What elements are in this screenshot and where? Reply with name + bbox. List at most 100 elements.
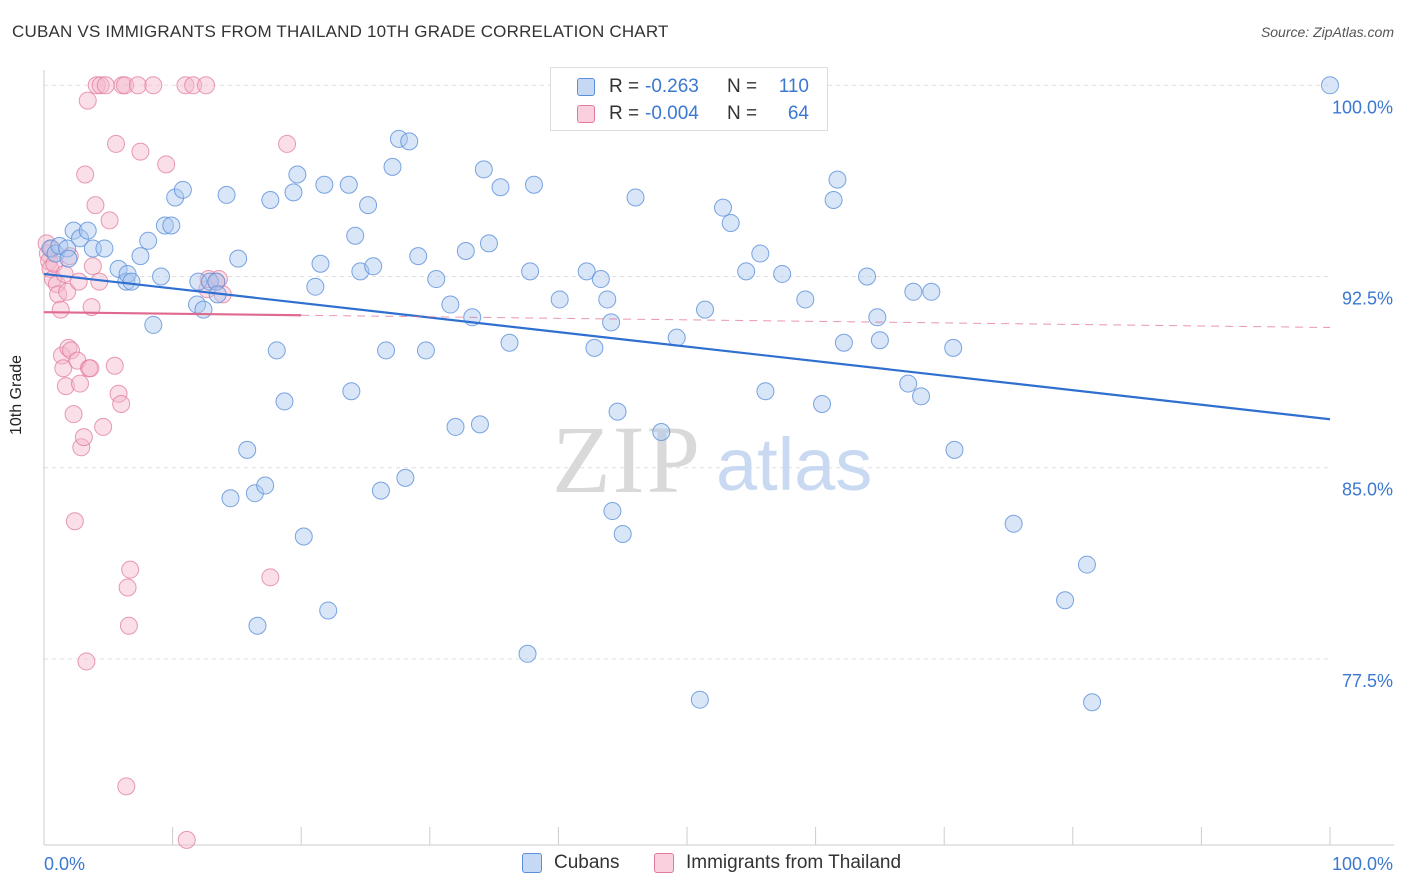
watermark: ZIP atlas <box>552 406 872 513</box>
cuban-point <box>359 196 378 215</box>
legend-label-thai: Immigrants from Thailand <box>686 852 902 873</box>
grid-lines <box>44 84 1330 660</box>
cuban-point <box>238 440 257 459</box>
cuban-point <box>1077 555 1096 574</box>
r-label: R = <box>609 76 640 97</box>
cuban-point <box>371 481 390 500</box>
cubans-legend-swatch <box>522 853 542 873</box>
cuban-point <box>773 264 792 283</box>
cuban-point <box>78 221 97 240</box>
cuban-point <box>500 333 519 352</box>
cuban-point <box>95 239 114 258</box>
cuban-point <box>577 262 596 281</box>
thai-point <box>83 257 102 276</box>
cuban-point <box>834 333 853 352</box>
cuban-point <box>603 502 622 521</box>
thai-point <box>74 428 93 447</box>
thai-trend-line-dashed <box>301 314 1331 328</box>
thai-point <box>59 338 78 357</box>
cuban-point <box>550 290 569 309</box>
thai-point <box>72 438 91 457</box>
cuban-point <box>396 468 415 487</box>
cuban-point <box>441 295 460 314</box>
legend-item-thai: Immigrants from Thailand <box>654 852 901 874</box>
thai-point <box>117 777 136 796</box>
thai-point <box>71 374 90 393</box>
cuban-point <box>591 270 610 289</box>
thai-point <box>94 417 113 436</box>
n-label: N = <box>727 103 758 124</box>
cuban-point <box>474 160 493 179</box>
cuban-point <box>1083 693 1102 712</box>
cuban-point <box>315 175 334 194</box>
cuban-point <box>427 270 446 289</box>
cuban-point <box>409 247 428 266</box>
r-value: -0.263 <box>645 76 699 97</box>
cuban-point <box>737 262 756 281</box>
thai-point <box>157 155 176 174</box>
cuban-point <box>339 175 358 194</box>
cuban-point <box>868 308 887 327</box>
thai-point <box>54 359 73 378</box>
cuban-point <box>813 394 832 413</box>
n-label: N = <box>727 76 758 97</box>
thai-point <box>144 76 163 95</box>
cuban-point <box>626 188 645 207</box>
cuban-point <box>416 341 435 360</box>
cuban-point <box>922 282 941 301</box>
cuban-point <box>64 221 83 240</box>
thai-point <box>81 359 100 378</box>
cuban-point <box>524 175 543 194</box>
cuban-point <box>221 489 240 508</box>
cuban-point <box>714 198 733 217</box>
thai-trend-line-solid <box>43 311 302 317</box>
thai-point <box>121 560 140 579</box>
cuban-point <box>217 185 236 204</box>
y-tick-label: 92.5% <box>1342 288 1393 308</box>
cuban-point <box>470 415 489 434</box>
cuban-point <box>139 231 158 250</box>
y-tick-label: 77.5% <box>1342 671 1393 691</box>
cuban-point <box>446 417 465 436</box>
cuban-point <box>248 616 267 635</box>
thai-point <box>62 341 81 360</box>
y-tick-label: 85.0% <box>1342 480 1393 500</box>
cuban-point <box>288 165 307 184</box>
thai-point <box>82 298 101 317</box>
cuban-point <box>756 382 775 401</box>
cuban-point <box>346 226 365 245</box>
thai-point <box>56 377 75 396</box>
thai-point <box>91 76 110 95</box>
cuban-point <box>311 254 330 273</box>
cuban-point <box>155 216 174 235</box>
watermark-atlas: atlas <box>716 423 872 506</box>
cuban-point <box>652 423 671 442</box>
cuban-point <box>613 524 632 543</box>
cuban-point <box>585 338 604 357</box>
legend-row-thai: R = -0.004 N = 64 <box>577 102 809 126</box>
thai-point <box>131 142 150 161</box>
cuban-point <box>389 129 408 148</box>
cuban-point <box>162 216 181 235</box>
trend-lines <box>43 272 1331 421</box>
x-tick-label: 0.0% <box>44 854 85 874</box>
cuban-point <box>904 282 923 301</box>
cuban-point <box>1056 591 1075 610</box>
cuban-point <box>284 183 303 202</box>
thai-legend-swatch <box>654 853 674 873</box>
thai-point <box>86 196 105 215</box>
cuban-point <box>751 244 770 263</box>
thai-point <box>65 512 84 531</box>
cuban-point <box>518 644 537 663</box>
cuban-point <box>319 601 338 620</box>
cuban-points <box>41 76 1339 712</box>
cuban-point <box>122 272 141 291</box>
thai-swatch <box>577 105 595 123</box>
thai-point <box>78 91 97 110</box>
cubans-trend-line <box>43 272 1331 421</box>
cuban-point <box>306 277 325 296</box>
cuban-point <box>152 267 171 286</box>
cuban-point <box>383 157 402 176</box>
cuban-point <box>858 267 877 286</box>
